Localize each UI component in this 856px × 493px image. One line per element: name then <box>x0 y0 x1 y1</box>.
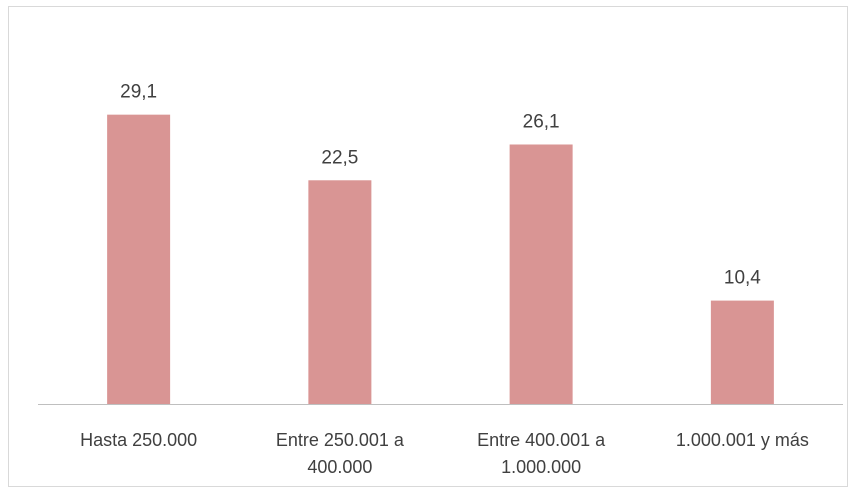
value-label-3: 26,1 <box>523 111 560 132</box>
bar-4 <box>710 300 774 404</box>
category-label-line: 1.000.001 y más <box>676 430 809 450</box>
category-label-line: 1.000.000 <box>501 457 581 477</box>
value-label-2: 22,5 <box>321 147 358 168</box>
bar-3 <box>509 144 573 404</box>
bar-1 <box>107 114 171 405</box>
bars-group <box>107 114 774 405</box>
category-label-1: Hasta 250.000 <box>80 430 197 450</box>
category-label-4: 1.000.001 y más <box>676 430 809 450</box>
category-labels-group: Hasta 250.000 Entre 250.001 a 400.000Entre… <box>80 430 809 477</box>
value-label-4: 10,4 <box>724 268 761 289</box>
bar-2 <box>308 180 372 404</box>
category-label-line: 400.000 <box>307 457 372 477</box>
category-label-line: Entre 250.001 a <box>276 430 405 450</box>
value-label-1: 29,1 <box>120 82 157 103</box>
category-label-line: Entre 400.001 a <box>477 430 606 450</box>
category-label-line: Hasta 250.000 <box>80 430 197 450</box>
category-label-2: Entre 250.001 a 400.000 <box>276 430 405 477</box>
category-label-3: Entre 400.001 a 1.000.000 <box>477 430 606 477</box>
value-labels-group: 29,1 22,5 26,1 10,4 <box>120 82 761 289</box>
